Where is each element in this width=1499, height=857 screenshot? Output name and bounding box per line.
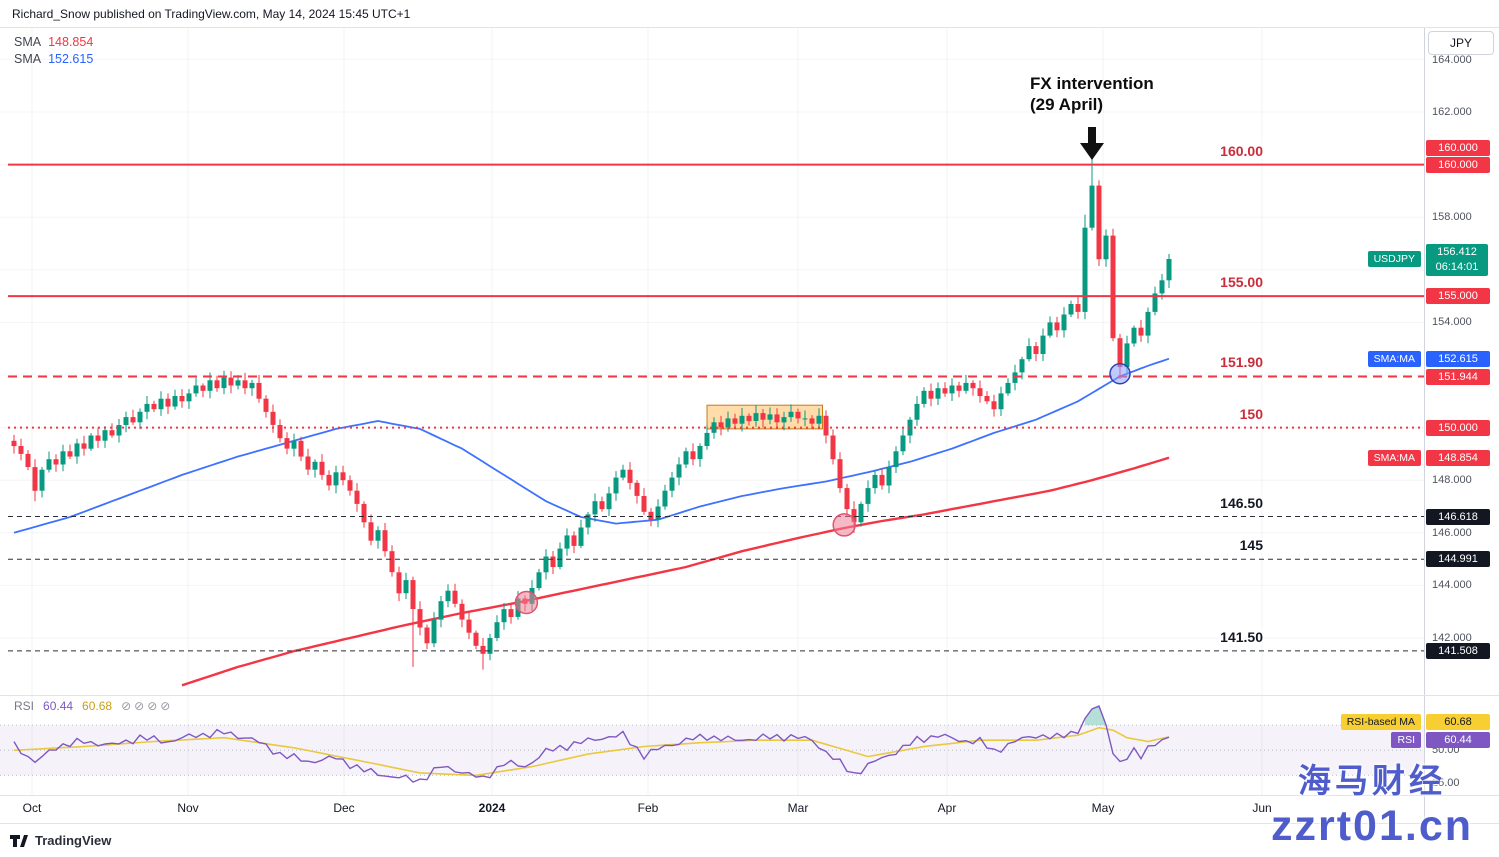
fx-intervention-annotation: FX intervention (29 April) <box>1030 73 1154 115</box>
publish-header: Richard_Snow published on TradingView.co… <box>0 0 1499 28</box>
rsi-pane[interactable] <box>0 695 1424 795</box>
time-axis[interactable]: Oct Nov Dec 2024 Feb Mar Apr May Jun <box>0 796 1424 822</box>
time-axis-label[interactable]: Mar <box>787 801 809 815</box>
price-axis-badge: 151.944 <box>1426 369 1490 385</box>
indicator-legend: SMA 148.854 SMA 152.615 <box>14 33 93 67</box>
price-axis-badge: 144.991 <box>1426 551 1490 567</box>
price-axis-badge: 146.618 <box>1426 509 1490 525</box>
rsi-axis-badge: 60.44 <box>1426 732 1490 748</box>
price-axis-label: 162.000 <box>1432 106 1472 118</box>
sma-touch-circle-mar[interactable] <box>832 513 856 537</box>
annotation-line-1: FX intervention <box>1030 74 1154 93</box>
main-price-chart[interactable] <box>0 28 1424 695</box>
sma-slow-value: 152.615 <box>48 51 94 66</box>
publish-text: Richard_Snow published on TradingView.co… <box>12 7 411 21</box>
footer-brand[interactable]: TradingView <box>10 831 111 850</box>
price-axis-badge: 152.615 <box>1426 351 1490 367</box>
price-axis-label: 146.000 <box>1432 527 1472 539</box>
time-axis-label[interactable]: Jun <box>1252 801 1272 815</box>
symbol-ticker-badge: USDJPY <box>1367 251 1421 267</box>
price-axis-badge: 148.854 <box>1426 450 1490 466</box>
sma-fast-legend-row[interactable]: SMA 148.854 <box>14 33 93 50</box>
footer-brand-text: TradingView <box>35 833 112 848</box>
sma-fast-value: 148.854 <box>48 34 94 49</box>
time-axis-label[interactable]: Dec <box>333 801 355 815</box>
price-axis-badge: 160.000 <box>1426 140 1490 156</box>
down-arrow-icon <box>1080 127 1104 160</box>
hidden-marker-icon[interactable]: ⊘ <box>147 699 158 713</box>
axis-separator <box>0 795 1499 796</box>
watermark-line-1: 海马财经 <box>1297 762 1446 799</box>
time-axis-label[interactable]: Feb <box>637 801 659 815</box>
hidden-marker-icon[interactable]: ⊘ <box>121 699 132 713</box>
sma-touch-circle-may[interactable] <box>1109 362 1131 385</box>
bar-countdown: 06:14:01 <box>1435 261 1479 273</box>
price-axis-label: 164.000 <box>1432 54 1472 66</box>
currency-label: JPY <box>1449 36 1472 50</box>
price-axis-label: 142.000 <box>1432 632 1472 644</box>
rsi-label[interactable]: RSI <box>14 699 35 713</box>
rsi-legend-icons: ⊘ ⊘ ⊘ ⊘ <box>121 699 173 713</box>
sma-blue-line[interactable] <box>13 357 1170 534</box>
price-axis-label: 148.000 <box>1432 474 1472 486</box>
time-axis-label[interactable]: May <box>1091 801 1115 815</box>
sma-slow-legend-row[interactable]: SMA 152.615 <box>14 50 93 67</box>
sma-red-line[interactable] <box>181 456 1170 687</box>
rsi-axis-label: 25.00 <box>1432 777 1460 789</box>
price-axis-badge: 160.000 <box>1426 157 1490 173</box>
price-axis-label: 144.000 <box>1432 579 1472 591</box>
hidden-marker-icon[interactable]: ⊘ <box>160 699 171 713</box>
rsi-ma-value: 60.68 <box>82 699 113 713</box>
sma-label: SMA <box>14 34 42 49</box>
time-axis-label[interactable]: 2024 <box>478 801 506 815</box>
price-axis-label: 154.000 <box>1432 316 1472 328</box>
pane-separator[interactable] <box>0 695 1499 696</box>
rsi-value: 60.44 <box>43 699 74 713</box>
rsi-band <box>0 725 1424 776</box>
price-axis-badge: 155.000 <box>1426 288 1490 304</box>
price-axis[interactable]: JPY 164.000 162.000 158.000 154.000 148.000 1… <box>1424 28 1499 823</box>
time-axis-label[interactable]: Oct <box>22 801 42 815</box>
rsi-line[interactable] <box>13 705 1170 783</box>
last-price: 156.412 <box>1437 246 1477 258</box>
rsi-legend: RSI 60.44 60.68 ⊘ ⊘ ⊘ ⊘ <box>14 699 173 713</box>
watermark-line-2: zzrt01.cn <box>1270 802 1473 850</box>
hidden-marker-icon[interactable]: ⊘ <box>134 699 145 713</box>
currency-selector[interactable]: JPY <box>1428 31 1494 55</box>
price-axis-label: 158.000 <box>1432 211 1472 223</box>
candles <box>11 159 1172 670</box>
sma-label: SMA <box>14 51 42 66</box>
last-price-badge: 156.412 06:14:01 <box>1426 244 1488 276</box>
watermark: 海马财经 zzrt01.cn <box>1271 754 1473 851</box>
time-axis-label[interactable]: Nov <box>177 801 199 815</box>
tradingview-logo-icon <box>10 835 28 847</box>
annotation-line-2: (29 April) <box>1030 95 1104 114</box>
sma-touch-circle-jan[interactable] <box>514 590 539 615</box>
time-axis-label[interactable]: Apr <box>937 801 957 815</box>
footer-separator <box>0 823 1499 824</box>
rsi-axis-badge: 60.68 <box>1426 714 1490 730</box>
price-axis-badge: 141.508 <box>1426 643 1490 659</box>
price-axis-badge: 150.000 <box>1426 420 1490 436</box>
